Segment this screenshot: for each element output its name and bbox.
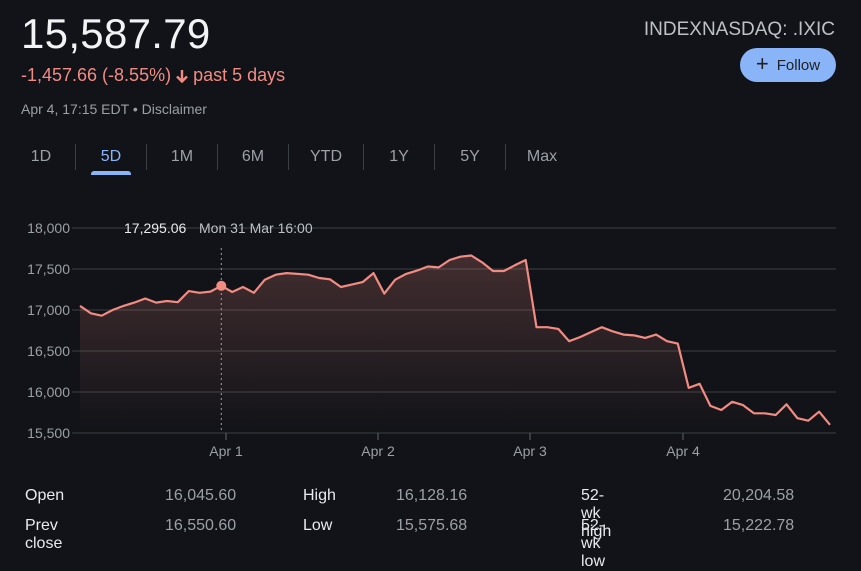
change-period: past 5 days — [193, 65, 286, 85]
timestamp-line: Apr 4, 17:15 EDT • Disclaimer — [21, 101, 207, 117]
stat-low-value: 15,575.68 — [396, 517, 468, 534]
tab-5d[interactable]: 5D — [76, 140, 146, 174]
hover-point — [216, 280, 227, 291]
current-price: 15,587.79 — [21, 10, 211, 57]
stat-52wk-low-label: 52-wk low — [581, 517, 606, 570]
tab-divider — [363, 144, 364, 170]
tab-divider — [434, 144, 435, 170]
chart-line — [79, 254, 831, 426]
svg-text:16,000: 16,000 — [27, 384, 70, 400]
svg-text:Apr 2: Apr 2 — [361, 443, 395, 459]
tooltip-time: Mon 31 Mar 16:00 — [199, 220, 313, 236]
follow-label: Follow — [776, 56, 821, 74]
chart-tooltip: 17,295.06 Mon 31 Mar 16:00 — [124, 220, 313, 236]
tab-divider — [505, 144, 506, 170]
tab-1d[interactable]: 1D — [30, 148, 52, 165]
stat-low-label: Low — [303, 517, 333, 534]
tab-1y[interactable]: 1Y — [389, 148, 409, 165]
stat-prev-close-value: 16,550.60 — [165, 517, 237, 534]
ticker-symbol: INDEXNASDAQ: .IXIC — [643, 19, 835, 40]
stat-high-value: 16,128.16 — [396, 487, 468, 504]
tab-divider — [146, 144, 147, 170]
arrow-down-icon — [176, 69, 188, 83]
separator: • — [132, 101, 138, 117]
price-chart[interactable]: 18,000 17,500 17,000 16,500 16,000 15,500 Apr… — [0, 200, 861, 470]
svg-text:16,500: 16,500 — [27, 343, 70, 359]
y-axis-labels: 18,000 17,500 17,000 16,500 16,000 15,500 — [27, 220, 70, 441]
x-axis-labels: Apr 1 Apr 2 Apr 3 Apr 4 — [209, 433, 700, 459]
tooltip-value: 17,295.06 — [124, 220, 186, 236]
svg-text:Apr 4: Apr 4 — [666, 443, 700, 459]
stat-52wk-low-value: 15,222.78 — [723, 517, 795, 534]
follow-button[interactable]: + Follow — [740, 48, 836, 82]
svg-text:Apr 3: Apr 3 — [513, 443, 547, 459]
svg-text:17,000: 17,000 — [27, 302, 70, 318]
svg-text:15,500: 15,500 — [27, 425, 70, 441]
stat-52wk-high-value: 20,204.58 — [723, 487, 795, 504]
tab-5y[interactable]: 5Y — [460, 148, 480, 165]
svg-text:18,000: 18,000 — [27, 220, 70, 236]
svg-text:Apr 1: Apr 1 — [209, 443, 243, 459]
disclaimer-link[interactable]: Disclaimer — [141, 101, 207, 117]
stat-52wk-high-label: 52-wk high — [581, 487, 612, 540]
stat-open-label: Open — [25, 487, 65, 504]
svg-text:17,500: 17,500 — [27, 261, 70, 277]
price-change: -1,457.66 (-8.55%) past 5 days — [21, 65, 285, 86]
plus-icon: + — [755, 51, 769, 76]
timestamp: Apr 4, 17:15 EDT — [21, 101, 129, 117]
tab-divider — [217, 144, 218, 170]
stat-high-label: High — [303, 487, 336, 504]
chart-area-fill — [80, 255, 830, 433]
tab-1m[interactable]: 1M — [170, 148, 194, 165]
change-value: -1,457.66 (-8.55%) — [21, 65, 172, 85]
tab-ytd[interactable]: YTD — [310, 148, 342, 165]
range-tabs: 1D 5D 1M 6M YTD 1Y 5Y Max — [21, 140, 578, 174]
tab-divider — [288, 144, 289, 170]
stat-prev-close-label: Prev close — [25, 517, 63, 552]
stat-open-value: 16,045.60 — [165, 487, 237, 504]
tab-6m[interactable]: 6M — [241, 148, 265, 165]
tab-max[interactable]: Max — [526, 148, 558, 165]
